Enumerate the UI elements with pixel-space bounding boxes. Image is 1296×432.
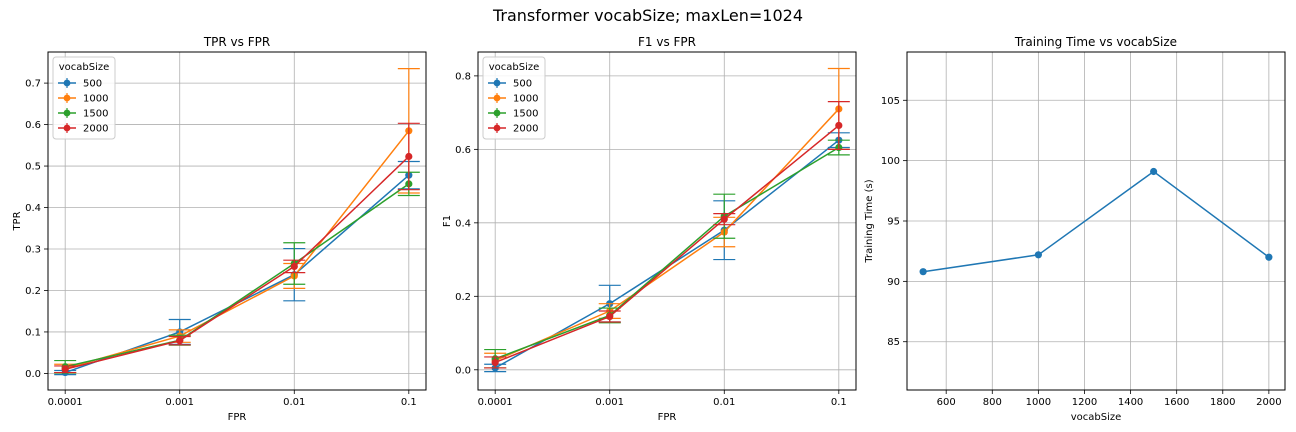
y-tick-label: 0.6 <box>25 120 41 131</box>
legend-label: 1500 <box>513 109 538 120</box>
series-line <box>494 108 840 362</box>
tpr-vs-fpr-panel: TPR vs FPR 0.0001 0.001 0.01 0.1 0.0 0.1 0.2 0.3… <box>12 35 427 423</box>
legend-label: 1000 <box>513 94 538 105</box>
series-line <box>494 124 840 364</box>
f1-vs-fpr-panel: F1 vs FPR 0.0001 0.001 0.01 0.1 0.0 0.2 0.4 0.6 0… <box>442 35 857 423</box>
x-tick-label: 0.0001 <box>478 397 513 408</box>
series-line <box>65 155 410 370</box>
data-point <box>919 268 927 276</box>
legend-label: 1000 <box>83 94 108 105</box>
x-tick-label: 1400 <box>1118 397 1143 408</box>
data-point <box>835 121 843 130</box>
y-tick-label: 0.0 <box>25 369 41 380</box>
x-axis-label: FPR <box>228 412 247 423</box>
axes-frame <box>477 51 857 391</box>
x-tick-label: 1200 <box>1072 397 1097 408</box>
figure-suptitle: Transformer vocabSize; maxLen=1024 <box>492 6 803 25</box>
legend: vocabSize 500 1000 1500 2000 <box>52 56 116 140</box>
legend-marker <box>63 109 71 117</box>
x-tick-label: 1800 <box>1210 397 1235 408</box>
x-tick-label: 0.1 <box>401 397 417 408</box>
y-tick-label: 0.4 <box>455 218 471 229</box>
x-tick-label: 0.0001 <box>48 397 83 408</box>
panel-title: TPR vs FPR <box>203 35 270 49</box>
legend-box <box>482 56 546 140</box>
legend-marker <box>63 94 71 102</box>
y-tick-label: 90 <box>887 277 900 288</box>
legend-label: 500 <box>513 79 532 90</box>
y-tick-label: 0.2 <box>25 286 41 297</box>
panel-title: Training Time vs vocabSize <box>1014 35 1177 49</box>
series-line <box>494 146 840 360</box>
series-line <box>494 139 840 369</box>
x-tick-label: 600 <box>937 397 956 408</box>
y-tick-label: 105 <box>881 96 900 107</box>
data-point <box>491 358 499 367</box>
y-tick-label: 0.6 <box>455 145 471 156</box>
x-tick-label: 1000 <box>1026 397 1051 408</box>
y-axis-label: TPR <box>12 211 23 231</box>
y-axis-label: F1 <box>442 215 453 227</box>
y-tick-label: 0.7 <box>25 79 41 90</box>
data-point <box>606 312 614 321</box>
x-tick-label: 0.001 <box>595 397 624 408</box>
legend-label: 2000 <box>83 124 108 135</box>
y-tick-label: 0.4 <box>25 203 41 214</box>
data-point <box>1034 251 1042 259</box>
y-axis-label: Training Time (s) <box>864 179 875 263</box>
legend-marker <box>493 94 501 102</box>
legend-marker <box>493 79 501 87</box>
data-point <box>61 365 69 373</box>
x-tick-label: 2000 <box>1256 397 1281 408</box>
legend-box <box>52 56 116 140</box>
data-point <box>176 337 184 345</box>
x-axis-label: vocabSize <box>1071 412 1122 423</box>
legend-title: vocabSize <box>489 62 540 73</box>
data-point <box>1265 253 1273 261</box>
y-tick-label: 0.3 <box>25 244 41 255</box>
legend-label: 500 <box>83 79 102 90</box>
y-tick-label: 0.0 <box>455 365 471 376</box>
x-tick-label: 0.1 <box>831 397 847 408</box>
y-tick-label: 0.1 <box>25 327 41 338</box>
y-tick-label: 100 <box>881 156 900 167</box>
legend-label: 2000 <box>513 124 538 135</box>
legend-title: vocabSize <box>59 62 110 73</box>
y-tick-label: 95 <box>887 217 900 228</box>
x-tick-label: 1600 <box>1164 397 1189 408</box>
panel-title: F1 vs FPR <box>638 35 696 49</box>
data-point <box>405 152 413 161</box>
data-point <box>1150 167 1158 176</box>
x-tick-label: 0.01 <box>713 397 735 408</box>
x-tick-label: 0.01 <box>283 397 305 408</box>
y-tick-label: 0.5 <box>25 162 41 173</box>
legend-marker <box>63 79 71 87</box>
training-time-panel: Training Time vs vocabSize 600 800 1000 1200… <box>864 35 1286 423</box>
series-line <box>923 170 1270 273</box>
axes-frame <box>47 51 427 391</box>
series-line <box>65 183 410 368</box>
data-point <box>290 262 298 271</box>
x-axis-label: FPR <box>658 412 677 423</box>
data-point <box>720 215 728 223</box>
y-tick-label: 0.2 <box>455 292 471 303</box>
series-line <box>64 174 410 374</box>
legend-marker <box>493 124 501 132</box>
legend-marker <box>493 109 501 117</box>
y-tick-label: 85 <box>887 337 900 348</box>
legend-label: 1500 <box>83 109 108 120</box>
axes-frame <box>906 51 1286 391</box>
legend-marker <box>63 124 71 132</box>
x-tick-label: 800 <box>983 397 1002 408</box>
x-tick-label: 0.001 <box>165 397 194 408</box>
series-line <box>64 130 410 370</box>
y-tick-label: 0.8 <box>455 71 471 82</box>
legend: vocabSize 500 1000 1500 2000 <box>482 56 546 140</box>
